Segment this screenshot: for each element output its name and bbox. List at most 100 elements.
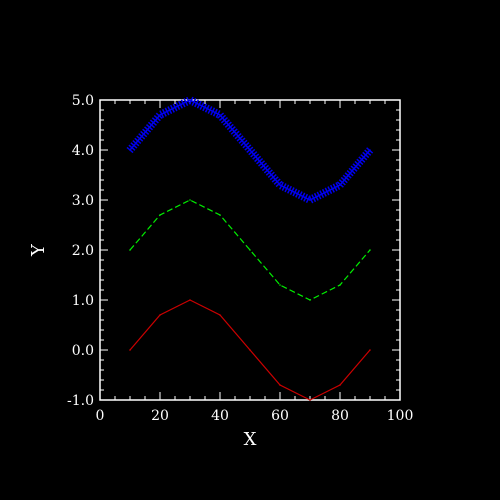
series-hatch [236,135,244,142]
series-hatch [202,103,208,112]
data-point [309,199,311,201]
series-2 [129,199,371,301]
data-point [189,99,191,101]
series-hatch [356,158,364,165]
series-hatch [261,164,269,172]
series-hatch [303,193,309,202]
data-point [129,349,131,351]
x-tick-label: 100 [387,408,414,424]
series-hatch [191,98,197,106]
x-tick-label: 20 [151,408,169,424]
series-hatch [130,142,138,149]
series-hatch [329,184,335,193]
series-hatch [161,108,167,117]
data-point [279,284,281,286]
data-point [279,184,281,186]
series-hatch [140,130,148,138]
data-point [189,299,191,301]
x-axis-label: X [244,429,257,450]
series-hatch [344,172,352,179]
series-hatch [350,165,358,172]
data-point [309,299,311,301]
x-tick-label: 0 [96,408,105,424]
data-point [369,149,371,151]
series-hatch [215,110,221,118]
series-hatch [289,187,295,196]
series-hatch [134,137,142,145]
data-point [159,314,161,316]
series-hatch [242,142,250,149]
series-hatch [240,139,248,147]
series-hatch [217,112,225,119]
series-hatch [153,114,161,122]
y-tick-label: 5.0 [72,93,94,109]
series-hatch [275,180,283,188]
series-hatch [232,130,240,138]
series-hatch [167,106,173,115]
data-point [129,149,131,151]
data-point [249,149,251,151]
series-hatch [259,162,268,169]
series-hatch [204,104,210,113]
series-hatch [212,108,218,117]
series-3 [126,96,374,204]
series-1 [129,299,371,401]
data-point [219,214,221,216]
x-tick-label: 80 [331,408,349,424]
data-point [249,249,251,251]
series-hatch [308,195,314,204]
series-hatch [342,174,350,181]
y-tick-label: 4.0 [72,143,94,159]
series-hatch [335,182,341,191]
series-hatch [218,114,227,122]
x-tick-label: 60 [271,408,289,424]
series-hatch [338,179,346,186]
tick-labels: 0 20 40 60 80 100 -1.0 0.0 1.0 2.0 3.0 4.0 5.0 [67,93,413,424]
series-line [129,199,371,301]
series-hatch [196,100,202,109]
series-hatch [295,189,301,198]
series-hatch [199,102,205,110]
series-hatch [151,117,159,124]
y-tick-label: 3.0 [72,193,94,209]
series-hatch [169,104,175,113]
series-hatch [145,124,154,131]
series-hatch [321,188,327,197]
series-hatch [222,119,230,126]
series-hatch [144,126,152,133]
series-hatch [149,119,157,126]
y-tick-label: -1.0 [67,393,94,409]
series-hatch [188,96,194,105]
series-hatch [234,132,242,140]
series-hatch [252,153,260,160]
series-hatch [238,137,246,144]
series-hatch [194,99,200,108]
series-hatch [292,188,298,197]
series-hatch [311,194,317,203]
series-hatch [327,186,333,195]
series-hatch [340,176,348,184]
series-hatch [271,176,279,183]
series-hatch [244,144,252,151]
series-hatch [224,121,232,128]
data-point [219,314,221,316]
series-hatch [346,170,354,177]
series-hatch [159,110,165,119]
series-hatch [228,126,236,133]
series-hatch [226,123,234,131]
series-hatch [136,135,144,142]
series-hatch [256,158,264,165]
series-hatch [207,106,213,114]
series-hatch [258,160,266,167]
series-hatch [147,121,156,129]
data-point [339,284,341,286]
series-hatch [281,183,287,191]
series-hatch [178,100,183,109]
series-hatch [287,185,292,194]
series-hatch [132,139,140,147]
data-point [219,114,221,116]
series-hatch [250,151,258,158]
series-hatch [364,149,372,156]
series-hatch [265,169,273,176]
series-hatch [172,103,178,112]
